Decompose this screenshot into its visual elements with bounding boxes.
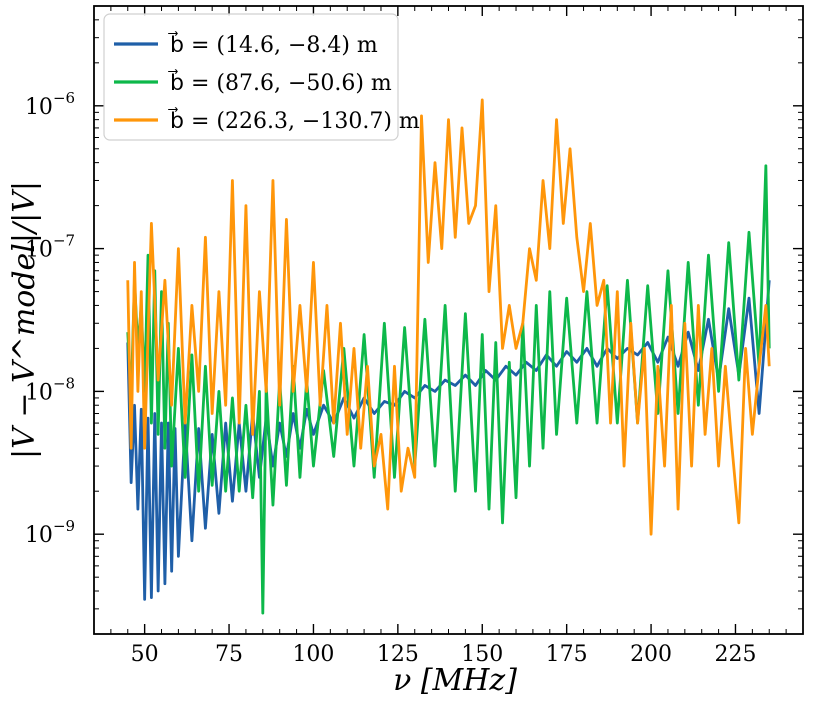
x-axis-label: ν [MHz] xyxy=(393,663,517,698)
legend-box xyxy=(103,13,399,141)
plot-frame xyxy=(93,5,804,635)
legend-label-3: b⃗ = (226.3, −130.7) m xyxy=(167,107,419,134)
legend-label-1: b⃗ = (14.6, −8.4) m xyxy=(167,31,377,58)
y-tick-label: 10−7 xyxy=(25,232,75,263)
x-tick-label: 125 xyxy=(377,642,419,667)
x-tick-label: 75 xyxy=(215,642,243,667)
y-axis-label: |V − V^model|/|V| xyxy=(7,181,42,459)
legend-entries: b⃗ = (14.6, −8.4) m b⃗ = (87.6, −50.6) m b… xyxy=(114,31,420,134)
x-tick-label: 50 xyxy=(131,642,159,667)
x-tick-label: 225 xyxy=(714,642,756,667)
y-tick-label: 10−8 xyxy=(25,374,75,405)
legend: b⃗ = (14.6, −8.4) m b⃗ = (87.6, −50.6) m b… xyxy=(103,13,420,141)
x-tick-label: 100 xyxy=(292,642,334,667)
x-tick-label: 200 xyxy=(630,642,672,667)
legend-label-2: b⃗ = (87.6, −50.6) m xyxy=(167,69,391,96)
x-tick-label: 150 xyxy=(461,642,503,667)
series-line-3 xyxy=(126,98,771,536)
x-tick-label: 175 xyxy=(546,642,588,667)
series-layer xyxy=(126,98,771,615)
